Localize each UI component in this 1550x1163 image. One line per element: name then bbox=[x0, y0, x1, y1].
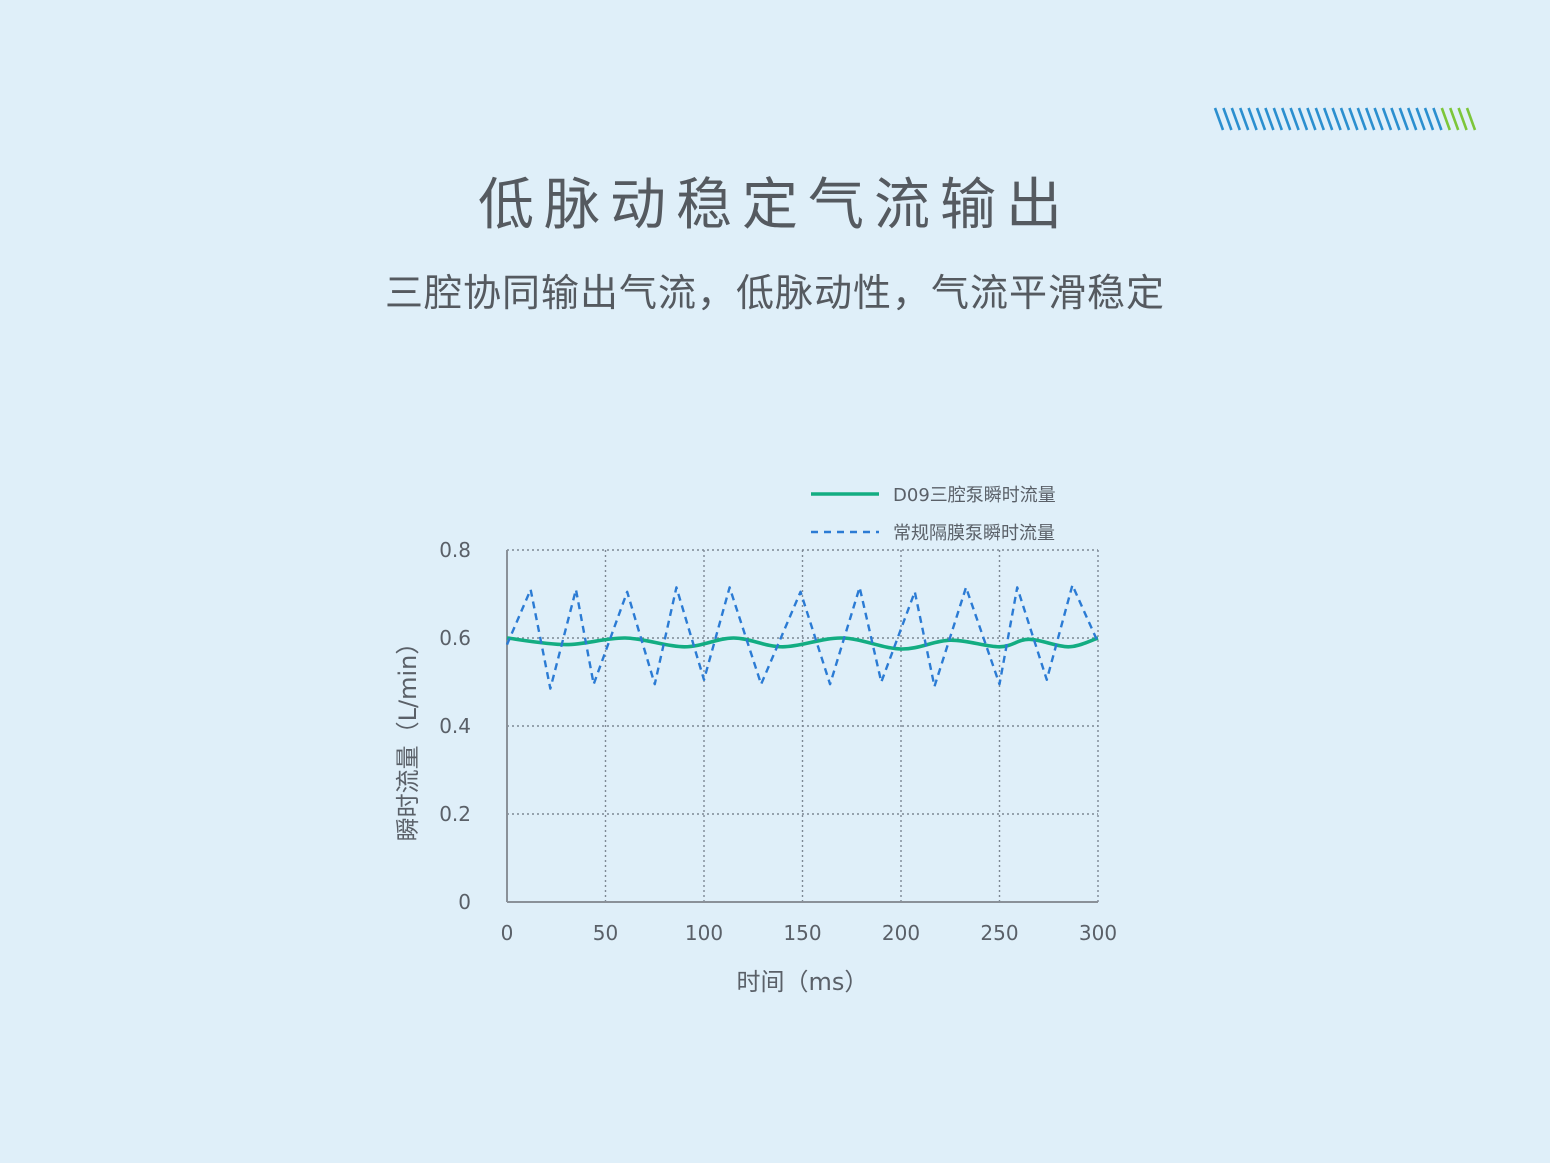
chart-axes: 0 50 100 150 200 250 300 0 0.2 0.4 0.6 0.8 bbox=[439, 538, 1117, 945]
stripe-mark bbox=[1398, 107, 1410, 131]
stripe-mark bbox=[1255, 107, 1267, 131]
stripe-mark bbox=[1373, 107, 1384, 131]
legend-label: D09三腔泵瞬时流量 bbox=[893, 485, 1056, 506]
y-axis-label: 瞬时流量（L/min） bbox=[394, 631, 422, 842]
stripe-mark bbox=[1230, 107, 1242, 131]
stripe-mark bbox=[1381, 107, 1393, 131]
series-line-d09 bbox=[506, 636, 1099, 651]
stripe-mark bbox=[1331, 107, 1342, 131]
y-tick-label: 0.2 bbox=[439, 802, 471, 826]
x-tick-label: 150 bbox=[783, 921, 821, 945]
stripe-mark bbox=[1448, 107, 1460, 131]
page-subtitle: 三腔协同输出气流，低脉动性，气流平滑稳定 bbox=[384, 271, 1165, 315]
stripe-mark bbox=[1297, 107, 1309, 131]
stripe-mark bbox=[1322, 107, 1334, 131]
stripe-mark bbox=[1465, 107, 1477, 131]
x-tick-label: 100 bbox=[685, 921, 723, 945]
x-tick-label: 50 bbox=[593, 921, 618, 945]
stripe-mark bbox=[1364, 107, 1376, 131]
stripe-mark bbox=[1306, 107, 1317, 131]
chart-grid bbox=[507, 549, 1099, 902]
stripe-mark bbox=[1440, 107, 1452, 131]
stripe-mark bbox=[1264, 107, 1275, 131]
stripe-mark bbox=[1314, 107, 1326, 131]
legend-label: 常规隔膜泵瞬时流量 bbox=[893, 523, 1055, 544]
stripe-mark bbox=[1339, 107, 1351, 131]
stripe-mark bbox=[1289, 107, 1300, 131]
stripe-mark bbox=[1423, 107, 1435, 131]
stripe-mark bbox=[1280, 107, 1292, 131]
stripe-mark bbox=[1238, 107, 1250, 131]
stripe-mark bbox=[1406, 107, 1418, 131]
x-tick-label: 0 bbox=[501, 921, 514, 945]
x-tick-label: 300 bbox=[1079, 921, 1117, 945]
y-tick-label: 0 bbox=[458, 890, 471, 914]
stripe-mark bbox=[1457, 107, 1468, 131]
stripe-mark bbox=[1356, 107, 1368, 131]
y-tick-label: 0.4 bbox=[439, 714, 471, 738]
page-title: 低脉动稳定气流输出 bbox=[478, 173, 1072, 238]
x-tick-label: 200 bbox=[882, 921, 920, 945]
series-line-diaphragm bbox=[505, 584, 1100, 690]
stripe-mark bbox=[1272, 107, 1284, 131]
stripe-mark bbox=[1222, 107, 1233, 131]
x-axis-label: 时间（ms） bbox=[737, 968, 869, 996]
stripe-mark bbox=[1213, 107, 1225, 131]
stripe-mark bbox=[1348, 107, 1359, 131]
stripe-mark bbox=[1415, 107, 1426, 131]
x-tick-label: 250 bbox=[980, 921, 1018, 945]
y-tick-label: 0.6 bbox=[439, 626, 471, 650]
y-tick-label: 0.8 bbox=[439, 538, 471, 562]
stripe-mark bbox=[1432, 107, 1443, 131]
stripe-mark bbox=[1390, 107, 1401, 131]
stripe-decoration bbox=[1213, 107, 1477, 131]
stripe-mark bbox=[1247, 107, 1258, 131]
chart-series bbox=[505, 584, 1100, 690]
